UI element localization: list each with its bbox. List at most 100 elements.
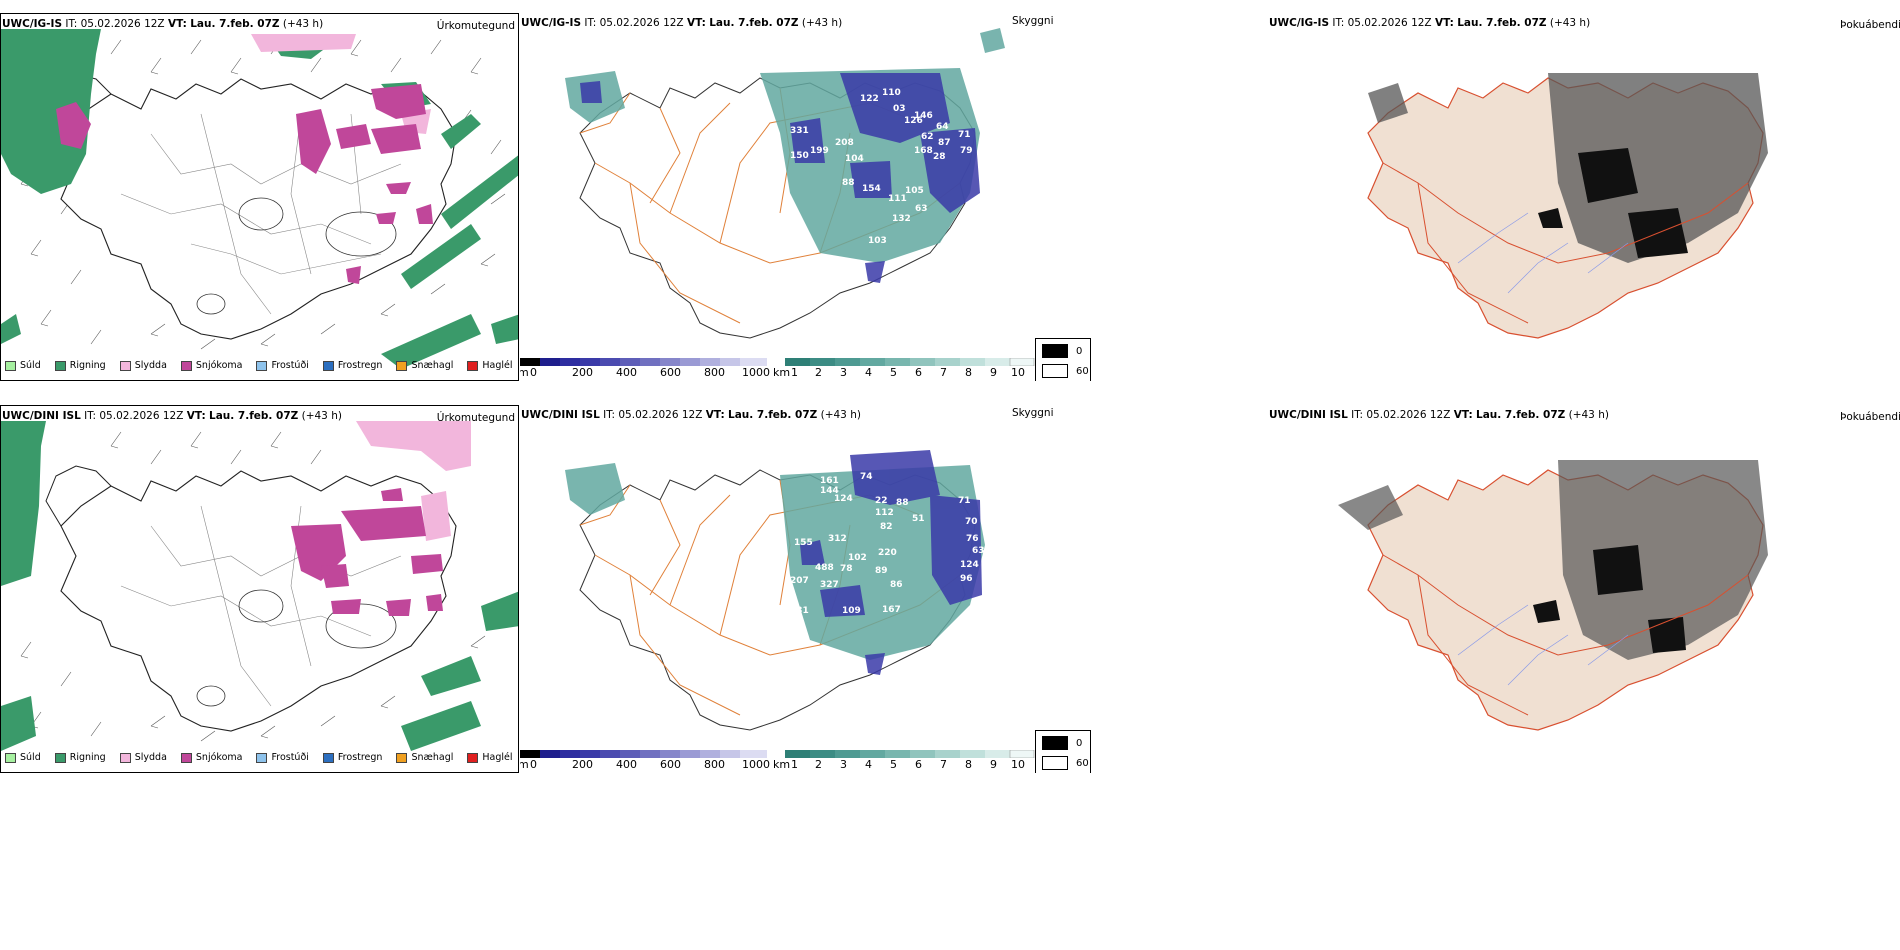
dense-fog <box>1538 148 1688 258</box>
legend-swatch <box>180 360 192 371</box>
cloud-label: 132 <box>892 214 911 224</box>
cloud-label: 327 <box>820 580 839 590</box>
fog-panel-dini: UWC/DINI ISL IT: 05.02.2026 12Z VT: Lau.… <box>1268 405 1900 773</box>
distance-unit: km <box>773 366 791 379</box>
legend-item: Frostúði <box>256 752 309 763</box>
vt-label: VT: <box>686 17 706 29</box>
it-value: 05.02.2026 12Z <box>99 410 184 422</box>
cloud-label: 71 <box>958 130 971 140</box>
it-label: IT: <box>84 410 97 422</box>
vt-label: VT: <box>1434 17 1454 29</box>
lead-time: (+43 h) <box>301 410 342 422</box>
vt-value: Lau. 7.feb. 07Z <box>190 18 280 30</box>
distance-tick: 6 <box>915 758 922 771</box>
legend-item: Snæhagl <box>396 752 453 763</box>
distance-tick: 4 <box>865 366 872 379</box>
cloud-map: 81 74 161 144 124 22 88 112 82 71 51 70 … <box>565 446 985 731</box>
cloud-label: 105 <box>905 186 924 196</box>
it-label: IT: <box>584 17 597 29</box>
vt-label: VT: <box>167 18 187 30</box>
model-name: UWC/DINI ISL <box>2 410 81 422</box>
it-label: IT: <box>1332 17 1345 29</box>
cloud-base-shading <box>580 73 980 283</box>
lead-time: (+43 h) <box>1568 409 1609 421</box>
cloud-label: 71 <box>958 496 971 506</box>
distance-tick: 8 <box>965 366 972 379</box>
precip-map <box>1 29 518 369</box>
legend-swatch <box>467 752 479 763</box>
fog-legend-swatch <box>1042 756 1068 770</box>
distance-tick: 1 <box>791 366 798 379</box>
height-tick: 0 <box>530 366 537 379</box>
vt-label: VT: <box>1453 409 1473 421</box>
distance-tick: 3 <box>840 758 847 771</box>
lead-time: (+43 h) <box>1549 17 1591 29</box>
fog-legend-low: 60 <box>1076 757 1089 769</box>
cloud-label: 312 <box>828 534 847 544</box>
cloud-label: 161 <box>820 476 839 486</box>
model-name: UWC/IG-IS <box>521 17 582 29</box>
distance-tick: 6 <box>915 366 922 379</box>
panel-title: Skyggni <box>1012 407 1054 419</box>
cloud-label: 86 <box>890 580 903 590</box>
rivers <box>1457 212 1629 294</box>
distance-tick: 9 <box>990 758 997 771</box>
distance-tick: 2 <box>815 366 822 379</box>
legend-swatch <box>322 752 334 763</box>
panel-title: Skyggni <box>1012 15 1054 27</box>
cloud-label: 78 <box>840 564 853 574</box>
distance-tick: 2 <box>815 758 822 771</box>
cloud-label: 103 <box>868 236 887 246</box>
legend-item: Haglél <box>467 752 513 763</box>
panel-header: UWC/DINI ISL IT: 05.02.2026 12Z VT: Lau.… <box>2 410 342 422</box>
legend-item: Frostregn <box>322 752 382 763</box>
height-colorbar-strip <box>520 750 767 758</box>
cloud-label: 63 <box>915 204 928 214</box>
height-tick: 400 <box>616 366 637 379</box>
dense-fog <box>1533 545 1686 653</box>
distance-tick: 8 <box>965 758 972 771</box>
interior-lines <box>120 505 402 707</box>
cloud-label: 81 <box>870 446 883 456</box>
height-tick: 600 <box>660 758 681 771</box>
legend-swatch <box>467 360 479 371</box>
it-value: 05.02.2026 12Z <box>599 17 684 29</box>
legend-swatch <box>256 752 268 763</box>
fog-legend-swatch <box>1042 364 1068 378</box>
glaciers <box>196 589 397 707</box>
iceland-outline <box>60 470 457 732</box>
cloud-label: 76 <box>966 534 979 544</box>
cloud-label: 131 <box>790 606 809 616</box>
lead-time: (+43 h) <box>820 409 861 421</box>
it-label: IT: <box>603 409 616 421</box>
cloud-map: 110 03 126 146 62 64 331 199 150 208 104… <box>565 28 1005 339</box>
height-unit: m <box>520 366 529 379</box>
legend-swatch <box>54 360 66 371</box>
precip-legend: Súld Rigning Slydda Snjókoma Frostúði Fr… <box>5 752 518 763</box>
cloud-base-shading <box>800 450 982 675</box>
legend-item: Slydda <box>119 752 167 763</box>
height-colorbar: m 0 200 400 600 800 1000 <box>520 750 770 771</box>
model-name: UWC/IG-IS <box>1269 17 1330 29</box>
panel-header: UWC/DINI ISL IT: 05.02.2026 12Z VT: Lau.… <box>521 409 861 421</box>
lead-time: (+43 h) <box>282 18 324 30</box>
legend-item: Súld <box>5 360 41 371</box>
fog-shading <box>1338 460 1768 660</box>
cloud-label: 63 <box>972 546 985 556</box>
fog-map <box>1338 460 1768 731</box>
cloud-label: 70 <box>965 517 978 527</box>
height-tick: 600 <box>660 366 681 379</box>
snow-areas <box>291 488 443 616</box>
distance-tick: 9 <box>990 366 997 379</box>
vt-value: Lau. 7.feb. 07Z <box>709 17 799 29</box>
precip-legend: Súld Rigning Slydda Snjókoma Frostúði Fr… <box>5 360 518 371</box>
it-value: 05.02.2026 12Z <box>80 18 165 30</box>
legend-swatch <box>396 752 408 763</box>
height-tick: 400 <box>616 758 637 771</box>
cloud-label: 146 <box>914 111 933 121</box>
height-tick: 800 <box>704 366 725 379</box>
legend-item: Rigning <box>54 360 106 371</box>
distance-colorbar: km 1 2 3 4 5 6 7 8 9 10 <box>773 358 1035 379</box>
distance-tick: 5 <box>890 366 897 379</box>
cloud-label: 124 <box>834 494 853 504</box>
